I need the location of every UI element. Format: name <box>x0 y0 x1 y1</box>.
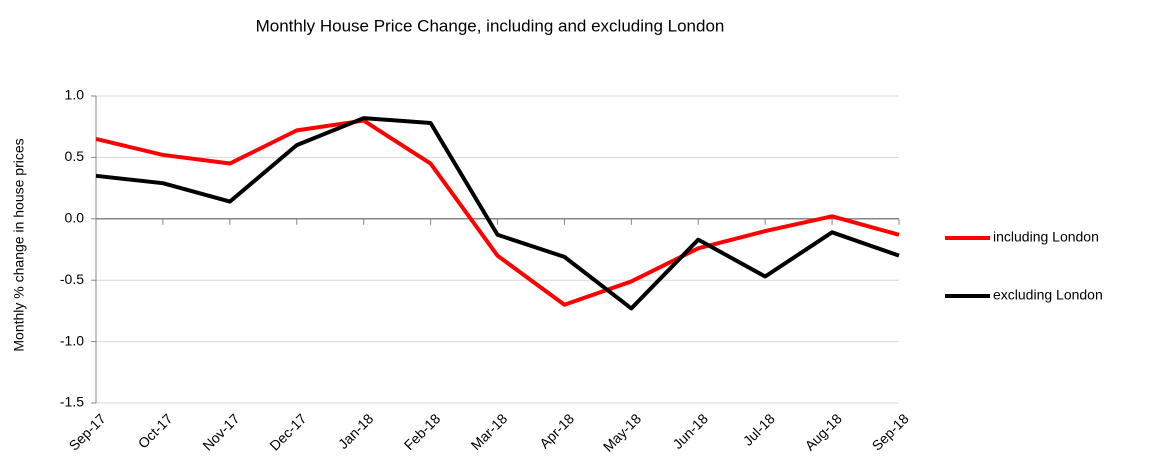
series-line <box>95 118 900 307</box>
x-tick-label: Jan-18 <box>335 410 377 452</box>
x-tick-label: Aug-18 <box>802 410 845 453</box>
x-tick-label: Feb-18 <box>401 410 444 453</box>
x-tick-label: May-18 <box>600 410 644 454</box>
series-line <box>95 116 900 311</box>
chart-title: Monthly House Price Change, including an… <box>256 16 725 35</box>
legend-label: including London <box>993 229 1099 245</box>
x-tick-label: Jun-18 <box>669 410 711 452</box>
x-tick-label: Sep-18 <box>868 410 911 453</box>
y-tick-label: 0.5 <box>65 148 85 164</box>
x-tick-label: Nov-17 <box>199 410 242 453</box>
x-tick-label: Dec-17 <box>266 410 309 453</box>
y-tick-label: -1.5 <box>60 394 84 410</box>
y-tick-label: 0.0 <box>65 210 85 226</box>
x-tick-label: Jul-18 <box>740 410 778 448</box>
legend-label: excluding London <box>993 287 1103 303</box>
y-tick-label: -0.5 <box>60 271 84 287</box>
x-tick-label: Apr-18 <box>536 410 577 451</box>
x-tick-label: Oct-17 <box>135 410 176 451</box>
x-tick-label: Sep-17 <box>65 410 108 453</box>
y-axis-title: Monthly % change in house prices <box>11 138 27 351</box>
y-tick-label: 1.0 <box>65 87 85 103</box>
x-tick-label: Mar-18 <box>468 410 511 453</box>
y-tick-label: -1.0 <box>60 332 84 348</box>
